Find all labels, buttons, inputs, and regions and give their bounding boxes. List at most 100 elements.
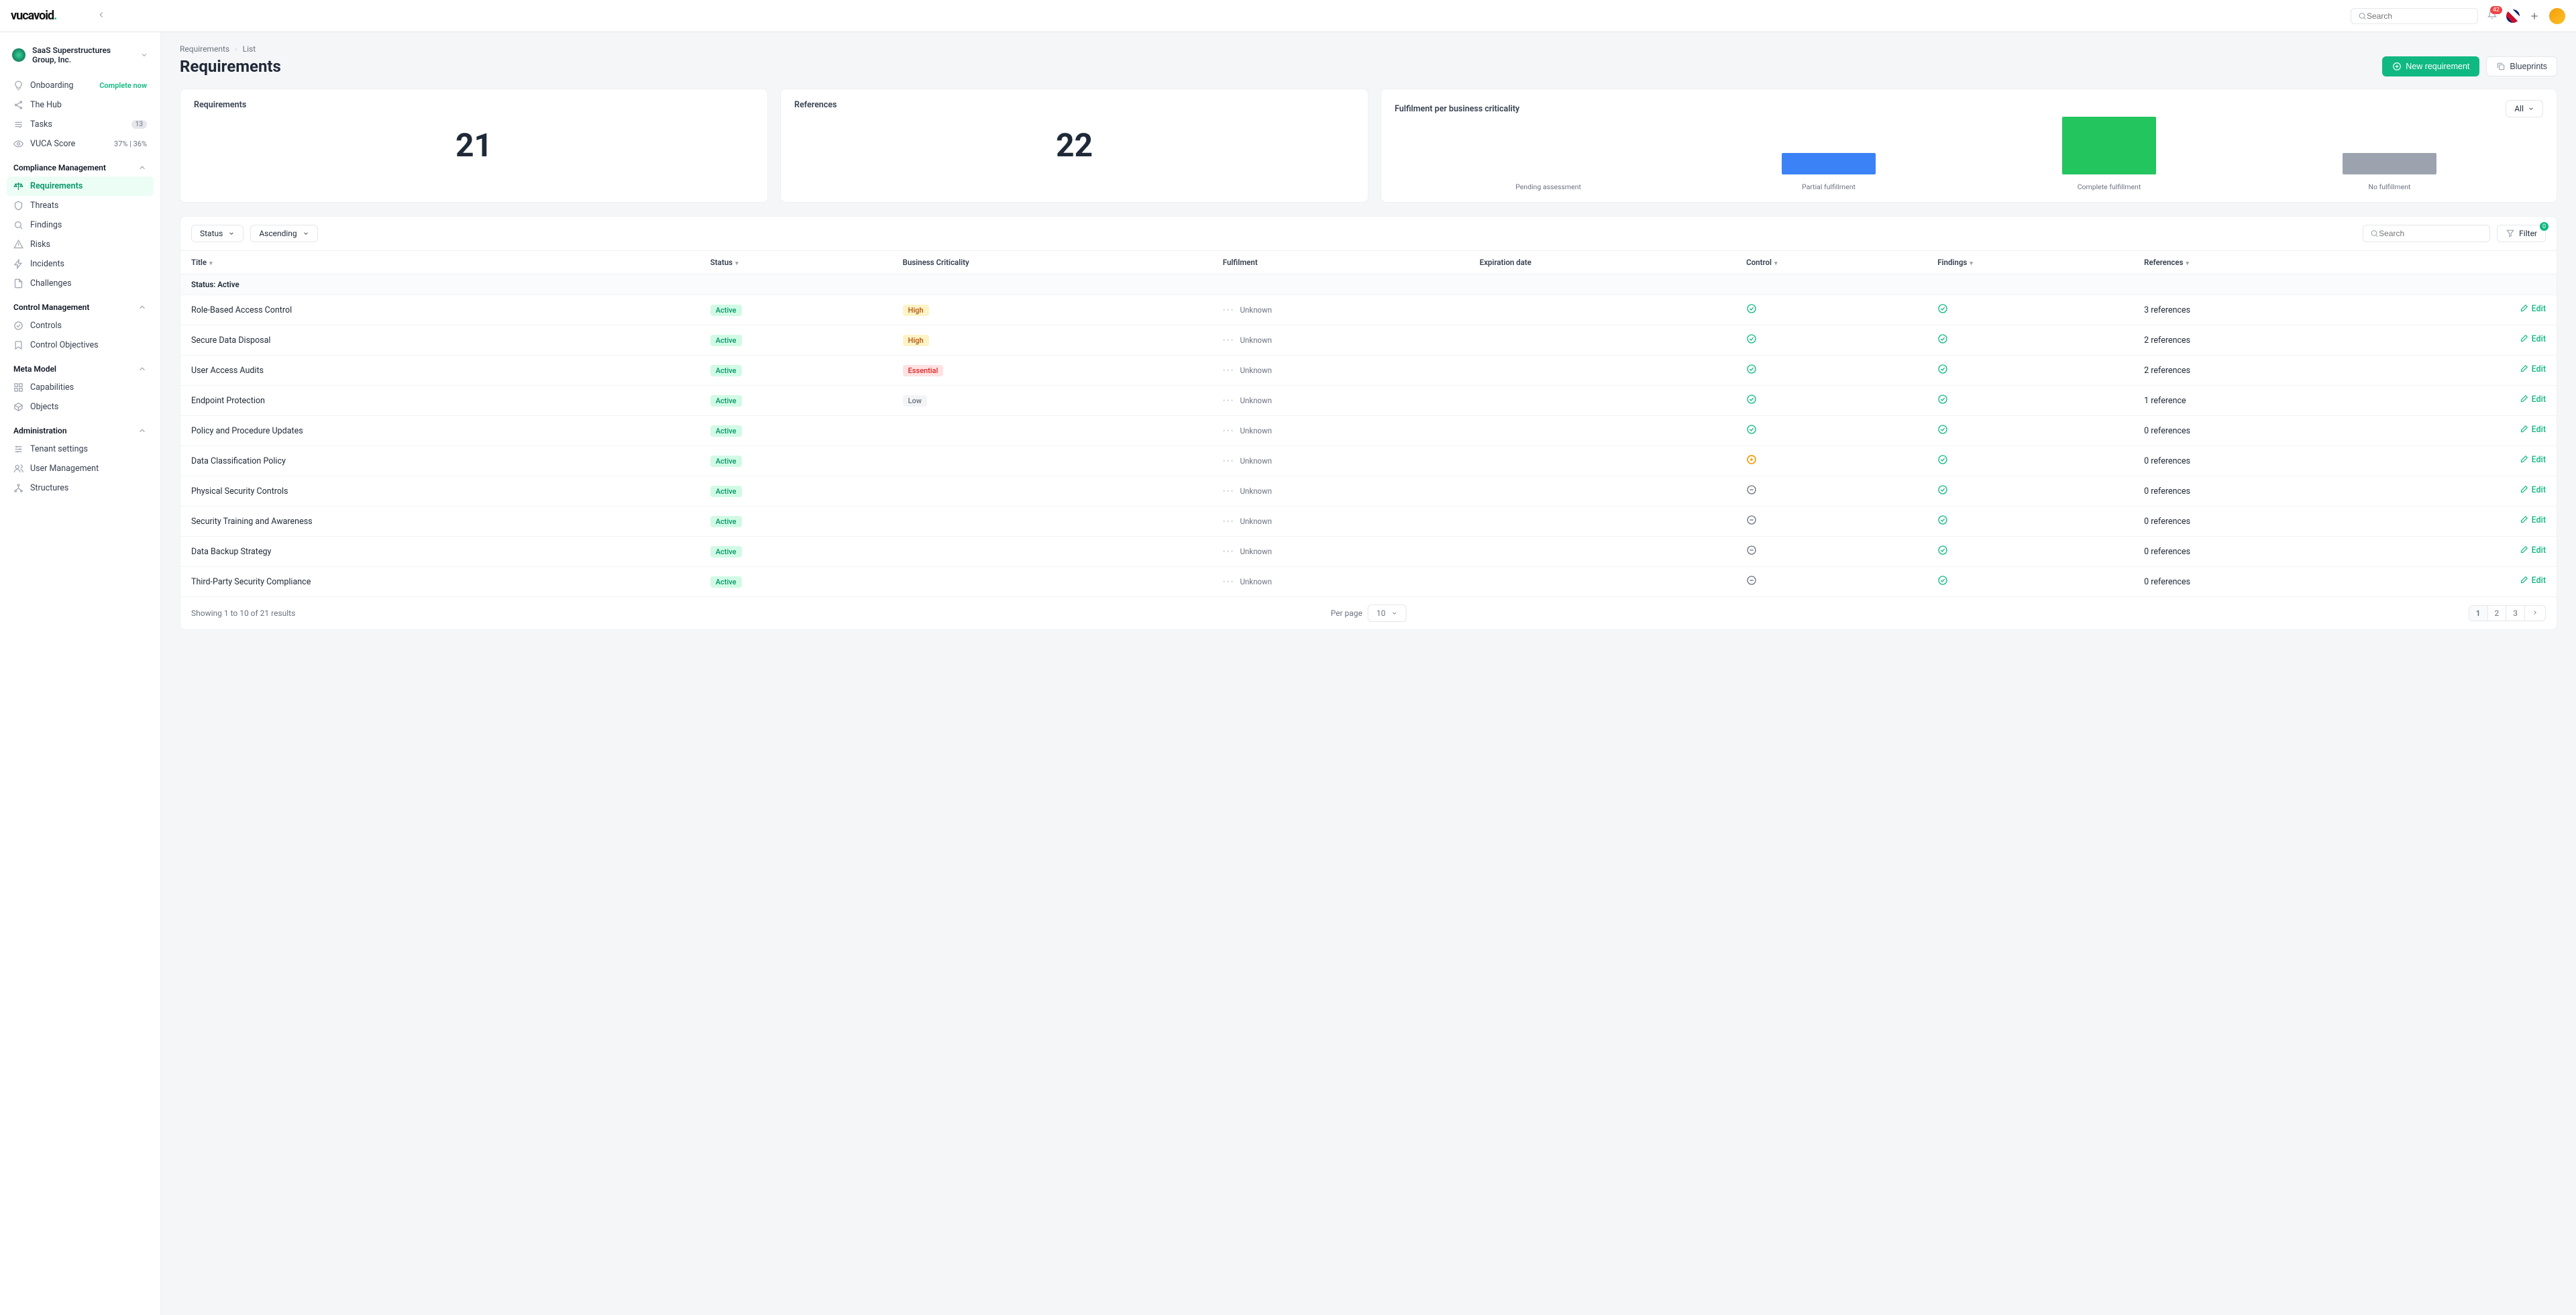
fulfilment-filter-select[interactable]: All	[2506, 100, 2543, 117]
cell-control	[1735, 386, 1927, 416]
page-button[interactable]: 2	[2488, 605, 2507, 621]
user-avatar[interactable]	[2549, 8, 2565, 24]
cell-fulfilment: •••Unknown	[1212, 386, 1469, 416]
nav-item-onboarding[interactable]: OnboardingComplete now	[7, 76, 154, 95]
section-meta-model[interactable]: Meta Model	[7, 355, 154, 378]
cell-status: Active	[700, 537, 892, 567]
cell-control	[1735, 416, 1927, 446]
table-row[interactable]: User Access AuditsActiveEssential•••Unkn…	[180, 356, 2557, 386]
language-selector[interactable]	[2506, 9, 2520, 23]
nav-item-risks[interactable]: Risks	[7, 235, 154, 254]
table-row[interactable]: Physical Security ControlsActive•••Unkno…	[180, 476, 2557, 507]
nav-item-control-objectives[interactable]: Control Objectives	[7, 335, 154, 355]
global-search[interactable]	[2351, 8, 2478, 24]
cell-status: Active	[700, 446, 892, 476]
cell-findings	[1927, 567, 2133, 597]
global-search-input[interactable]	[2367, 11, 2471, 21]
edit-button[interactable]: Edit	[2519, 364, 2546, 374]
cell-findings	[1927, 537, 2133, 567]
edit-button[interactable]: Edit	[2519, 425, 2546, 435]
table-row[interactable]: Endpoint ProtectionActiveLow•••Unknown1 …	[180, 386, 2557, 416]
table-row[interactable]: Data Classification PolicyActive•••Unkno…	[180, 446, 2557, 476]
search-icon	[2358, 11, 2367, 21]
page-title: Requirements	[180, 57, 281, 76]
nav-item-user-management[interactable]: User Management	[7, 459, 154, 478]
column-header[interactable]: Findings▾	[1927, 251, 2133, 274]
cell-title: Physical Security Controls	[180, 476, 700, 507]
table-row[interactable]: Secure Data DisposalActiveHigh•••Unknown…	[180, 325, 2557, 356]
edit-button[interactable]: Edit	[2519, 576, 2546, 586]
nav-item-findings[interactable]: Findings	[7, 215, 154, 235]
table-row[interactable]: Security Training and AwarenessActive•••…	[180, 507, 2557, 537]
next-page-button[interactable]	[2525, 605, 2546, 621]
sort-direction-select[interactable]: Ascending	[250, 225, 317, 242]
section-control-management[interactable]: Control Management	[7, 293, 154, 316]
edit-button[interactable]: Edit	[2519, 515, 2546, 525]
nav-item-objects[interactable]: Objects	[7, 397, 154, 417]
edit-button[interactable]: Edit	[2519, 394, 2546, 405]
column-header: Business Criticality	[892, 251, 1212, 274]
edit-button[interactable]: Edit	[2519, 485, 2546, 495]
chart-bar: Pending assessment	[1498, 174, 1599, 191]
cell-findings	[1927, 386, 2133, 416]
cell-criticality	[892, 446, 1212, 476]
column-header[interactable]: Status▾	[700, 251, 892, 274]
edit-button[interactable]: Edit	[2519, 334, 2546, 344]
requirements-table-card: Status Ascending Filter	[180, 216, 2557, 630]
section-administration[interactable]: Administration	[7, 417, 154, 439]
crumb-list[interactable]: List	[243, 44, 256, 54]
column-header[interactable]: References▾	[2133, 251, 2380, 274]
org-selector[interactable]: SaaS Superstructures Group, Inc.	[7, 43, 154, 76]
sidebar-collapse-button[interactable]	[97, 10, 106, 22]
nav-item-tenant-settings[interactable]: Tenant settings	[7, 439, 154, 459]
crumb-requirements[interactable]: Requirements	[180, 44, 229, 54]
filter-icon	[2506, 229, 2515, 238]
cell-references: 0 references	[2133, 476, 2380, 507]
table-row[interactable]: Third-Party Security ComplianceActive•••…	[180, 567, 2557, 597]
blueprints-button[interactable]: Blueprints	[2486, 56, 2557, 76]
nav-item-vuca-score[interactable]: VUCA Score37% | 36%	[7, 134, 154, 154]
section-compliance-management[interactable]: Compliance Management	[7, 154, 154, 176]
page-button[interactable]: 1	[2469, 605, 2488, 621]
per-page-select[interactable]: 10	[1368, 604, 1407, 622]
column-header: Expiration date	[1469, 251, 1736, 274]
cell-control	[1735, 446, 1927, 476]
column-header[interactable]: Control▾	[1735, 251, 1927, 274]
nav-item-controls[interactable]: Controls	[7, 316, 154, 335]
logo[interactable]: vucavoid.	[11, 9, 56, 23]
table-row[interactable]: Data Backup StrategyActive•••Unknown0 re…	[180, 537, 2557, 567]
add-button[interactable]	[2529, 11, 2540, 21]
notifications-button[interactable]: 42	[2487, 10, 2497, 22]
table-row[interactable]: Policy and Procedure UpdatesActive•••Unk…	[180, 416, 2557, 446]
cell-expiration	[1469, 356, 1736, 386]
table-row[interactable]: Role-Based Access ControlActiveHigh•••Un…	[180, 295, 2557, 325]
edit-button[interactable]: Edit	[2519, 545, 2546, 556]
table-search[interactable]	[2363, 225, 2490, 242]
nav-item-requirements[interactable]: Requirements	[7, 176, 154, 196]
edit-button[interactable]: Edit	[2519, 455, 2546, 465]
filter-button[interactable]: Filter 0	[2497, 225, 2546, 242]
cell-control	[1735, 356, 1927, 386]
sidebar: SaaS Superstructures Group, Inc. Onboard…	[0, 32, 161, 1315]
cell-status: Active	[700, 476, 892, 507]
page-button[interactable]: 3	[2506, 605, 2525, 621]
table-search-input[interactable]	[2379, 229, 2483, 238]
nav-item-capabilities[interactable]: Capabilities	[7, 378, 154, 397]
column-header: Fulfilment	[1212, 251, 1469, 274]
sort-field-select[interactable]: Status	[191, 225, 244, 242]
nav-item-challenges[interactable]: Challenges	[7, 274, 154, 293]
nav-item-threats[interactable]: Threats	[7, 196, 154, 215]
cell-references: 0 references	[2133, 416, 2380, 446]
nav-item-incidents[interactable]: Incidents	[7, 254, 154, 274]
column-header[interactable]: Title▾	[180, 251, 700, 274]
nav-item-tasks[interactable]: Tasks13	[7, 115, 154, 134]
chart-bar: Complete fulfillment	[2059, 117, 2159, 191]
nav-item-the-hub[interactable]: The Hub	[7, 95, 154, 115]
cell-fulfilment: •••Unknown	[1212, 295, 1469, 325]
cell-references: 0 references	[2133, 507, 2380, 537]
cell-findings	[1927, 446, 2133, 476]
cell-criticality: High	[892, 325, 1212, 356]
new-requirement-button[interactable]: New requirement	[2382, 56, 2479, 76]
nav-item-structures[interactable]: Structures	[7, 478, 154, 498]
edit-button[interactable]: Edit	[2519, 304, 2546, 314]
